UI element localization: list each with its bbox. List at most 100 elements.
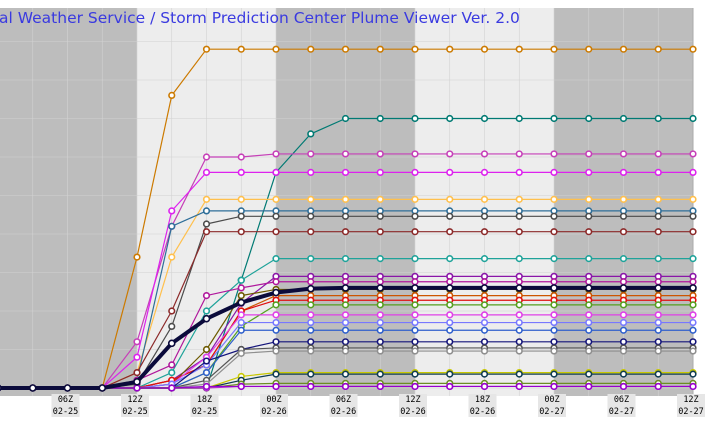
tick-label-box	[468, 394, 497, 417]
member-1-point	[168, 91, 176, 99]
member-18-point	[202, 369, 211, 377]
member-5-point	[446, 195, 454, 203]
tick-label-date: 02-25	[192, 407, 218, 417]
tick-label-hour: 00Z	[266, 395, 281, 405]
member-21-point	[411, 347, 419, 355]
member-3-point	[237, 153, 245, 161]
member-21-point	[585, 347, 593, 355]
member-17-point	[480, 318, 489, 327]
member-16-point	[341, 311, 350, 319]
ensemble-mean-point	[272, 288, 280, 297]
member-7-point	[654, 212, 662, 220]
member-5-point	[272, 195, 280, 203]
member-1-point	[689, 45, 697, 53]
member-17-point	[411, 318, 419, 327]
member-26-point	[411, 382, 419, 391]
member-11-point	[237, 284, 245, 292]
member-9-point	[654, 255, 662, 263]
member-17-point	[237, 318, 245, 327]
member-17-point	[341, 318, 350, 327]
member-8-point	[272, 228, 280, 236]
member-19-point	[272, 338, 280, 346]
member-2-point	[446, 114, 454, 123]
member-1-point	[585, 45, 593, 53]
member-8-point	[376, 228, 384, 236]
member-26-point	[689, 382, 697, 391]
member-8-point	[480, 228, 489, 236]
ensemble-mean-point	[28, 384, 37, 392]
member-9-point	[585, 255, 593, 263]
member-15-point	[376, 301, 384, 309]
member-16-point	[515, 311, 523, 319]
tick-label-date: 02-25	[122, 407, 148, 417]
tick-label-date: 02-27	[678, 407, 704, 417]
member-17-point	[376, 318, 384, 327]
tick-label-box	[260, 394, 288, 417]
member-4-point	[168, 207, 176, 215]
member-18-point	[446, 326, 454, 334]
member-8-point	[237, 228, 245, 236]
member-7-point	[515, 212, 523, 220]
member-9-point	[202, 307, 211, 315]
viewer-title: al Weather Service / Storm Prediction Ce…	[0, 9, 520, 27]
member-11-point	[619, 278, 628, 286]
member-1-point	[550, 45, 558, 53]
member-23-point	[341, 370, 350, 378]
member-23-point	[272, 370, 280, 378]
member-17-point	[550, 318, 558, 327]
member-15-point	[446, 301, 454, 309]
member-16-point	[585, 311, 593, 319]
member-1-point	[307, 45, 315, 53]
member-16-point	[619, 311, 628, 319]
tick-label-date: 02-26	[400, 407, 426, 417]
member-1-point	[376, 45, 384, 53]
member-19-point	[515, 338, 523, 346]
member-26-point	[550, 382, 558, 391]
member-26-point	[446, 382, 454, 391]
member-11-point	[480, 278, 489, 286]
member-7-point	[202, 220, 211, 228]
member-16-point	[376, 311, 384, 319]
member-21-point	[550, 347, 558, 355]
member-18-point	[619, 326, 628, 334]
ensemble-mean-point	[133, 378, 141, 386]
member-23-point	[585, 370, 593, 378]
member-5-point	[480, 195, 489, 203]
member-19-point	[376, 338, 384, 346]
member-23-point	[550, 370, 558, 378]
member-2-point	[689, 114, 697, 123]
member-15-point	[515, 301, 523, 309]
member-11-point	[168, 361, 176, 369]
member-18-point	[480, 326, 489, 334]
member-1-point	[272, 45, 280, 53]
member-9-point	[272, 255, 280, 263]
member-3-point	[202, 153, 211, 161]
member-11-point	[654, 278, 662, 286]
member-11-point	[585, 278, 593, 286]
member-9-point	[480, 255, 489, 263]
tick-label-box	[329, 394, 358, 417]
member-12-point	[202, 345, 211, 354]
member-21-point	[689, 347, 697, 355]
member-4-point	[237, 168, 245, 176]
member-23-point	[307, 370, 315, 378]
member-26-point	[619, 382, 628, 391]
ensemble-mean-point	[63, 384, 72, 392]
member-11-point	[341, 278, 350, 286]
member-9-point	[689, 255, 697, 263]
ensemble-mean-point	[654, 284, 663, 292]
member-4-point	[515, 168, 523, 176]
member-26-point	[202, 382, 211, 391]
member-5-point	[168, 253, 176, 261]
ensemble-mean-point	[202, 314, 211, 323]
member-15-point	[654, 301, 662, 309]
member-18-point	[550, 326, 558, 334]
member-8-point	[133, 369, 141, 377]
member-18-point	[689, 326, 697, 334]
member-17-point	[619, 318, 628, 327]
member-16-point	[411, 311, 419, 319]
member-5-point	[376, 195, 384, 203]
member-8-point	[619, 228, 628, 236]
member-3-point	[480, 150, 489, 158]
member-3-point	[550, 150, 558, 158]
